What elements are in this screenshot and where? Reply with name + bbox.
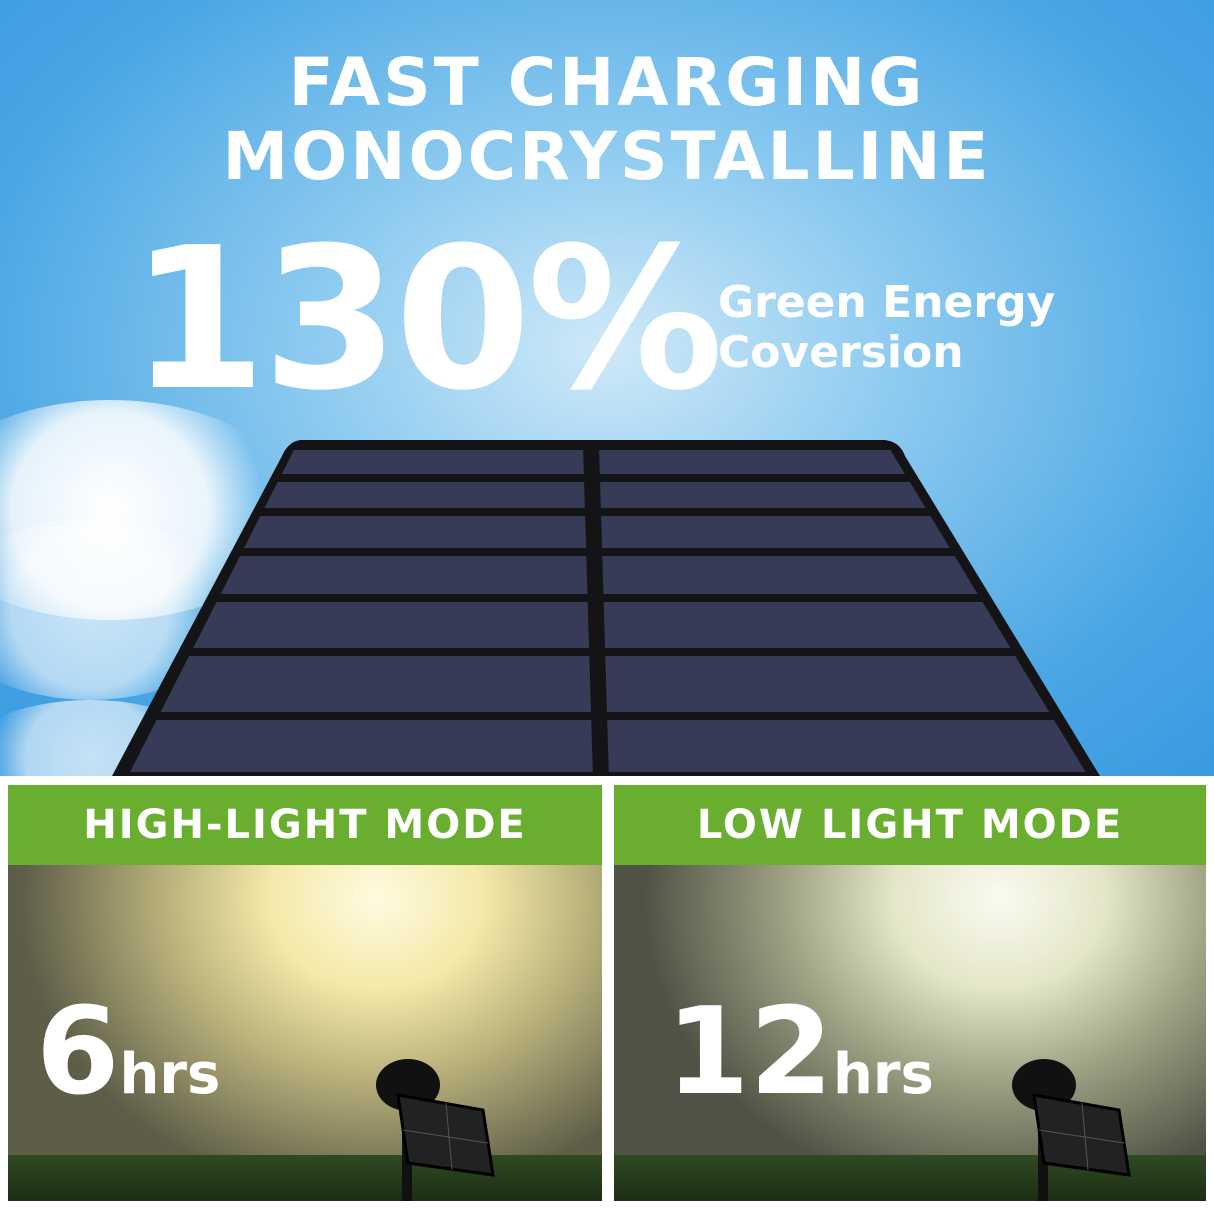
stat-label-line1: Green Energy: [718, 277, 1056, 328]
low-light-mode-card: LOW LIGHT MODE 12hrs: [614, 785, 1206, 1201]
high-light-mode-card: HIGH-LIGHT MODE 6hrs: [8, 785, 602, 1201]
solar-cell: [130, 720, 593, 772]
low-light-mode-title: LOW LIGHT MODE: [614, 785, 1206, 865]
solar-cell: [602, 556, 978, 594]
solar-cell: [605, 656, 1050, 712]
stat-label-line2: Coversion: [718, 327, 964, 378]
headline-line1: FAST CHARGING: [288, 44, 926, 121]
solar-cell: [599, 450, 905, 474]
stat-label: Green Energy Coversion: [718, 278, 1055, 378]
high-light-scene: 6hrs: [8, 865, 602, 1201]
solar-cell: [601, 516, 950, 548]
low-light-hours: 12hrs: [666, 983, 934, 1122]
stat-value: 130%: [130, 206, 724, 434]
solar-cell: [603, 602, 1011, 648]
solar-panel-image: [112, 440, 1100, 776]
high-light-hours: 6hrs: [36, 983, 221, 1122]
high-light-mode-title: HIGH-LIGHT MODE: [8, 785, 602, 865]
sky-background: FAST CHARGING MONOCRYSTALLINE 130% Green…: [0, 0, 1214, 776]
solar-cell: [600, 482, 926, 508]
solar-cell: [244, 516, 587, 548]
spotlight-icon: [1012, 1059, 1131, 1201]
solar-cell: [264, 482, 585, 508]
headline-line2: MONOCRYSTALLINE: [222, 118, 992, 195]
spotlight-icon: [376, 1059, 495, 1201]
solar-cell: [220, 556, 588, 594]
solar-cell: [193, 602, 590, 648]
low-light-scene: 12hrs: [614, 865, 1206, 1201]
solar-cell: [607, 720, 1086, 772]
solar-cell: [281, 450, 584, 474]
solar-cell: [160, 656, 591, 712]
